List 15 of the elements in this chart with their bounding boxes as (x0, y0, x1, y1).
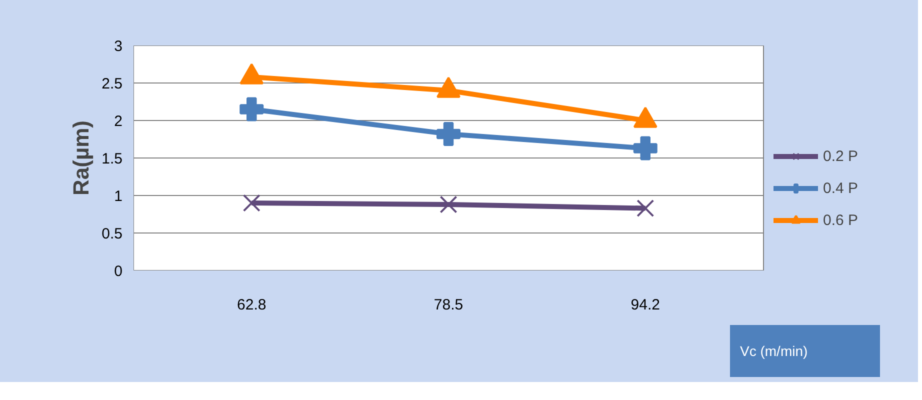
y-tick-label: 2.5 (102, 76, 123, 92)
y-tick-label: 2 (114, 113, 122, 130)
y-tick-label: 3 (114, 38, 122, 55)
y-tick-label: 0 (114, 263, 122, 280)
y-tick-label: 1.5 (102, 150, 123, 168)
x-tick-label: 62.8 (237, 296, 266, 314)
x-axis-title: Vc (m/min) (740, 342, 808, 361)
legend-label: 0.4 P (823, 180, 858, 196)
x-tick-label: 94.2 (630, 296, 660, 314)
y-axis-title: Ra(µm) (68, 120, 94, 196)
y-tick-label: 0.5 (102, 226, 123, 242)
y-tick-label: 1 (114, 188, 122, 205)
legend-label: 0.2 P (823, 148, 858, 164)
legend-label: 0.6 P (823, 212, 858, 228)
x-tick-label: 78.5 (434, 296, 464, 314)
